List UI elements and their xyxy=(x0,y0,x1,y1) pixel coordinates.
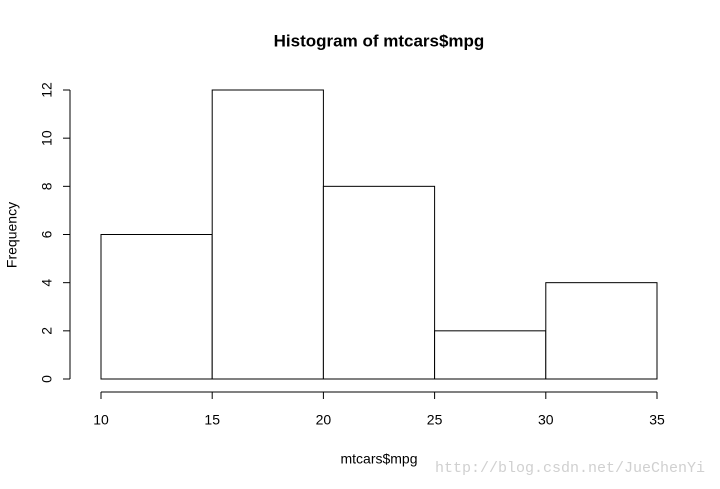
y-tick-label: 4 xyxy=(39,279,55,287)
x-tick-label: 25 xyxy=(427,412,443,428)
x-axis-label: mtcars$mpg xyxy=(340,451,417,467)
y-tick-label: 6 xyxy=(39,230,55,238)
x-tick-label: 15 xyxy=(204,412,220,428)
x-tick-label: 30 xyxy=(538,412,554,428)
bar xyxy=(545,282,658,380)
y-tick-label: 8 xyxy=(39,182,55,190)
y-tick-label: 0 xyxy=(39,375,55,383)
y-tick-label: 10 xyxy=(39,130,55,146)
x-tick-label: 10 xyxy=(93,412,109,428)
chart-title: Histogram of mtcars$mpg xyxy=(274,31,485,50)
bar xyxy=(211,89,324,380)
bar xyxy=(322,185,436,380)
bar xyxy=(100,234,213,380)
x-tick-label: 20 xyxy=(316,412,332,428)
x-tick-label: 35 xyxy=(649,412,665,428)
y-tick-label: 12 xyxy=(39,82,55,98)
y-axis-label: Frequency xyxy=(4,202,20,268)
y-tick-label: 2 xyxy=(39,327,55,335)
bar xyxy=(434,330,547,380)
watermark: http://blog.csdn.net/JueChenYi xyxy=(435,460,705,477)
